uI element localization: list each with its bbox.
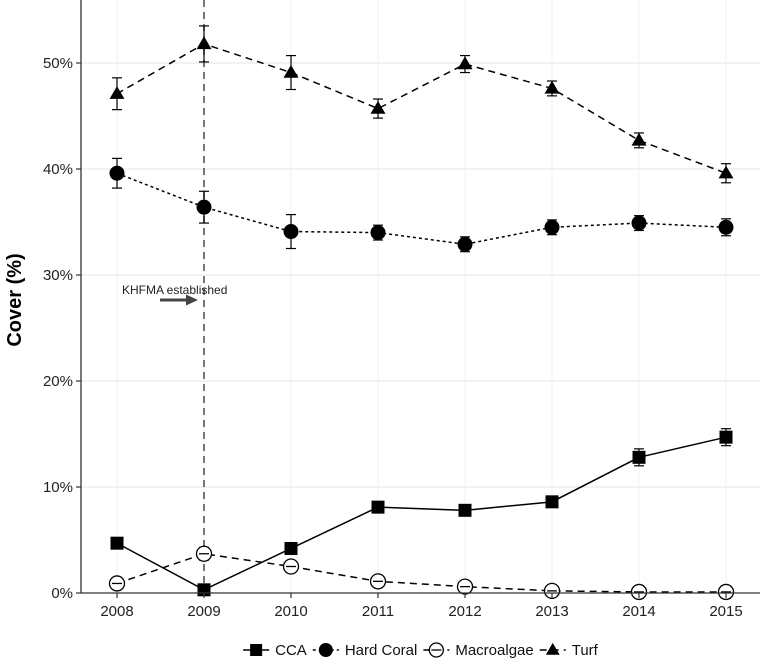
y-tick-label: 50% <box>43 55 73 72</box>
y-tick-label: 20% <box>43 373 73 390</box>
series-turf <box>109 25 734 184</box>
data-point-cca <box>284 541 298 555</box>
data-point-turf <box>718 165 734 179</box>
data-point-cca <box>545 495 559 509</box>
legend-label: Turf <box>572 642 599 659</box>
data-point-hard-coral <box>457 236 473 252</box>
data-point-cca <box>110 536 124 550</box>
legend-key-marker <box>318 643 333 657</box>
data-point-cca <box>458 503 472 517</box>
x-tick-label: 2011 <box>362 603 394 620</box>
y-ticks: 0% 10% 20% 30% 40% 50% <box>43 55 81 602</box>
y-axis-title: Cover (%) <box>4 253 26 346</box>
x-tick-label: 2010 <box>274 603 307 620</box>
data-point-cca <box>719 430 733 444</box>
axes <box>80 0 760 594</box>
legend-label: CCA <box>275 642 307 659</box>
data-point-hard-coral <box>718 219 734 235</box>
data-point-hard-coral <box>109 165 125 181</box>
data-point-turf <box>109 86 125 99</box>
legend-item-turf: Turf <box>539 642 599 659</box>
legend-key-marker <box>545 642 560 655</box>
series-macroalgae <box>108 545 735 601</box>
series-line-cca <box>116 436 727 591</box>
x-tick-label: 2012 <box>448 603 481 620</box>
x-ticks: 2008 2009 2010 2011 2012 2013 2014 2015 <box>100 593 743 620</box>
data-point-cca <box>371 500 385 514</box>
data-point-hard-coral <box>544 219 560 235</box>
x-tick-label: 2015 <box>709 603 742 620</box>
data-point-hard-coral <box>631 215 647 231</box>
data-point-turf <box>457 56 473 70</box>
annotation: KHFMA established <box>122 283 227 306</box>
data-point-turf <box>283 64 299 78</box>
series-line-hard-coral <box>116 172 727 246</box>
series-layer <box>108 25 735 601</box>
x-tick-label: 2008 <box>100 603 133 620</box>
legend-item-hard-coral: Hard Coral <box>312 642 418 659</box>
legend-item-macroalgae: Macroalgae <box>423 642 534 659</box>
legend-key-marker <box>250 644 263 656</box>
x-tick-label: 2009 <box>187 603 220 620</box>
legend: CCA Hard Coral Macroalgae Turf <box>243 642 599 659</box>
data-point-hard-coral <box>283 224 299 240</box>
series-cca <box>110 428 733 597</box>
data-point-turf <box>196 36 212 50</box>
data-point-turf <box>631 132 647 146</box>
arrow-icon <box>160 294 198 306</box>
y-tick-label: 30% <box>43 267 73 284</box>
legend-label: Hard Coral <box>345 642 418 659</box>
data-point-cca <box>632 450 646 464</box>
x-tick-label: 2014 <box>622 603 655 620</box>
data-point-hard-coral <box>370 225 386 241</box>
y-tick-label: 0% <box>51 585 73 602</box>
grid-lines <box>81 0 760 594</box>
data-point-turf <box>544 80 560 94</box>
series-line-turf <box>116 43 727 174</box>
series-hard-coral <box>109 157 734 253</box>
data-point-hard-coral <box>196 199 212 215</box>
y-tick-label: 40% <box>43 161 73 178</box>
annotation-text: KHFMA established <box>122 283 227 297</box>
y-tick-label: 10% <box>43 479 73 496</box>
legend-label: Macroalgae <box>455 642 533 659</box>
x-tick-label: 2013 <box>535 603 568 620</box>
data-point-turf <box>370 100 386 114</box>
legend-item-cca: CCA <box>243 642 307 659</box>
